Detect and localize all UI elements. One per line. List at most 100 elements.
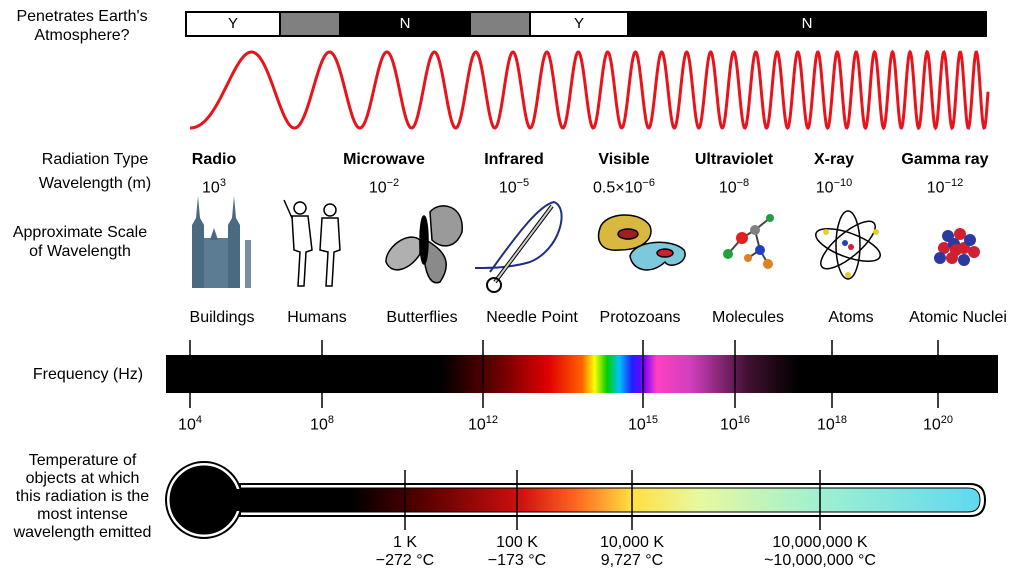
object-atoms: Atoms — [828, 309, 874, 326]
freq-tick-1e20-exp: 20 — [940, 414, 954, 426]
molecule-icon — [723, 214, 774, 269]
type-name-xray: X-ray — [813, 151, 855, 168]
wavelength-gamma-base: 10 — [926, 179, 945, 197]
atmosphere-segment-n2 — [627, 11, 987, 37]
humans-icon — [283, 199, 341, 287]
freq-tick-1e8-exp: 8 — [327, 414, 334, 426]
atmosphere-label: Penetrates Earth's Atmosphere? — [4, 7, 160, 45]
freq-tick-1e4-exp: 4 — [195, 414, 202, 426]
wavelength-label: Wavelength (m) — [38, 175, 152, 192]
freq-tick-1e8: 108 — [310, 414, 334, 434]
object-humans: Humans — [287, 309, 347, 326]
atmosphere-segment-n1 — [339, 11, 471, 37]
atmosphere-segment-partial1 — [279, 11, 341, 37]
temp-tick-100k-celsius: −173 °C — [487, 552, 547, 569]
atmosphere-label-line2: Atmosphere? — [34, 27, 130, 44]
temp-tick-1k-kelvin: 1 K — [392, 534, 417, 551]
freq-tick-1e16-base: 10 — [719, 416, 738, 434]
wavelength-microwave-base: 10 — [368, 179, 387, 197]
temp-tick-10000k-celsius: 9,727 °C — [600, 552, 664, 569]
frequency-label: Frequency (Hz) — [32, 366, 144, 383]
temp-tick-1k-celsius: −272 °C — [375, 552, 435, 569]
buildings-icon — [192, 196, 251, 288]
atmosphere-segment-y1 — [185, 11, 281, 37]
nucleus-icon — [934, 228, 980, 266]
freq-tick-1e20-base: 10 — [922, 416, 941, 434]
freq-tick-1e16: 1016 — [720, 414, 750, 434]
wavelength-ultraviolet: 10−8 — [679, 174, 789, 197]
wavelength-visible-exp: −6 — [642, 177, 655, 189]
wavelength-ultraviolet-exp: −8 — [736, 177, 750, 189]
temperature-label-line1: Temperature of — [28, 452, 137, 469]
frequency-ticks — [189, 340, 939, 408]
atmosphere-n2-text: N — [801, 15, 813, 32]
wavelength-gamma: 10−12 — [890, 174, 1000, 197]
wavelength-xray-base: 10 — [815, 179, 834, 197]
atmosphere-bar — [185, 11, 987, 37]
object-protozoans: Protozoans — [599, 309, 681, 326]
type-name-visible: Visible — [598, 151, 650, 168]
atmosphere-y2-text: Y — [573, 15, 584, 32]
wavelength-infrared-base: 10 — [498, 179, 517, 197]
freq-tick-1e8-base: 10 — [310, 416, 328, 434]
wavelength-radio-exp: 3 — [219, 177, 226, 189]
scale-label: Approximate Scale of Wavelength — [0, 223, 160, 261]
freq-tick-1e12-base: 10 — [467, 416, 486, 434]
temp-tick-10000000k: 10,000,000 K ~10,000,000 °C — [764, 534, 876, 570]
object-molecules: Molecules — [711, 309, 785, 326]
object-needle-point: Needle Point — [486, 309, 578, 326]
needle-icon — [474, 200, 563, 293]
scale-label-line2: of Wavelength — [29, 243, 131, 260]
atmosphere-segment-y2 — [529, 11, 629, 37]
wavelength-visible: 0.5×10−6 — [569, 174, 679, 197]
type-name-infrared: Infrared — [484, 151, 544, 168]
freq-tick-1e12: 1012 — [468, 414, 498, 434]
butterfly-icon — [385, 205, 463, 284]
wavelength-microwave: 10−2 — [329, 174, 439, 197]
freq-tick-1e18-exp: 18 — [834, 414, 848, 426]
freq-tick-1e18: 1018 — [817, 414, 847, 434]
freq-tick-1e16-exp: 16 — [737, 414, 751, 426]
wavelength-ultraviolet-base: 10 — [718, 179, 737, 197]
temperature-ticks — [404, 470, 821, 530]
object-atomic-nuclei: Atomic Nuclei — [909, 309, 1007, 326]
temp-tick-10000000k-kelvin: 10,000,000 K — [772, 534, 868, 551]
frequency-bar — [166, 355, 998, 393]
freq-tick-1e15-base: 10 — [627, 416, 646, 434]
type-name-radio: Radio — [191, 151, 237, 168]
temp-tick-10000k: 10,000 K 9,727 °C — [600, 534, 664, 570]
wavelength-gamma-exp: −12 — [944, 177, 964, 189]
object-butterflies: Butterflies — [386, 309, 458, 326]
wavelength-xray: 10−10 — [784, 174, 884, 197]
protozoa-icon — [597, 214, 686, 271]
wavelength-visible-base: 0.5×10 — [593, 179, 643, 197]
thermometer — [165, 461, 987, 539]
atom-icon — [815, 210, 881, 280]
temp-tick-10000k-kelvin: 10,000 K — [599, 534, 665, 551]
atmosphere-label-line1: Penetrates Earth's — [16, 8, 148, 25]
freq-tick-1e18-base: 10 — [816, 416, 835, 434]
temp-tick-1k: 1 K −272 °C — [376, 534, 434, 570]
atmosphere-y1-text: Y — [227, 15, 238, 32]
temperature-label-line4: most intense — [37, 506, 128, 523]
scale-label-line1: Approximate Scale — [12, 224, 148, 241]
wavelength-radio-base: 10 — [202, 179, 220, 197]
wavelength-infrared-exp: −5 — [516, 177, 530, 189]
temperature-label-line2: objects at which — [25, 470, 140, 487]
freq-tick-1e15: 1015 — [628, 414, 658, 434]
type-name-gamma: Gamma ray — [901, 151, 989, 168]
object-buildings: Buildings — [189, 309, 255, 326]
temperature-label-line5: wavelength emitted — [13, 524, 152, 541]
freq-tick-1e15-exp: 15 — [645, 414, 659, 426]
temp-tick-100k-kelvin: 100 K — [496, 534, 538, 551]
radiation-type-label: Radiation Type — [41, 151, 149, 168]
freq-tick-1e4: 104 — [178, 414, 202, 434]
wavelength-infrared: 10−5 — [464, 174, 564, 197]
temp-tick-100k: 100 K −173 °C — [488, 534, 546, 570]
temp-tick-10000000k-celsius: ~10,000,000 °C — [764, 552, 876, 569]
temperature-label: Temperature of objects at which this rad… — [0, 452, 165, 542]
wavelength-microwave-exp: −2 — [386, 177, 400, 189]
freq-tick-1e12-exp: 12 — [485, 414, 499, 426]
atmosphere-segment-partial2 — [469, 11, 531, 37]
